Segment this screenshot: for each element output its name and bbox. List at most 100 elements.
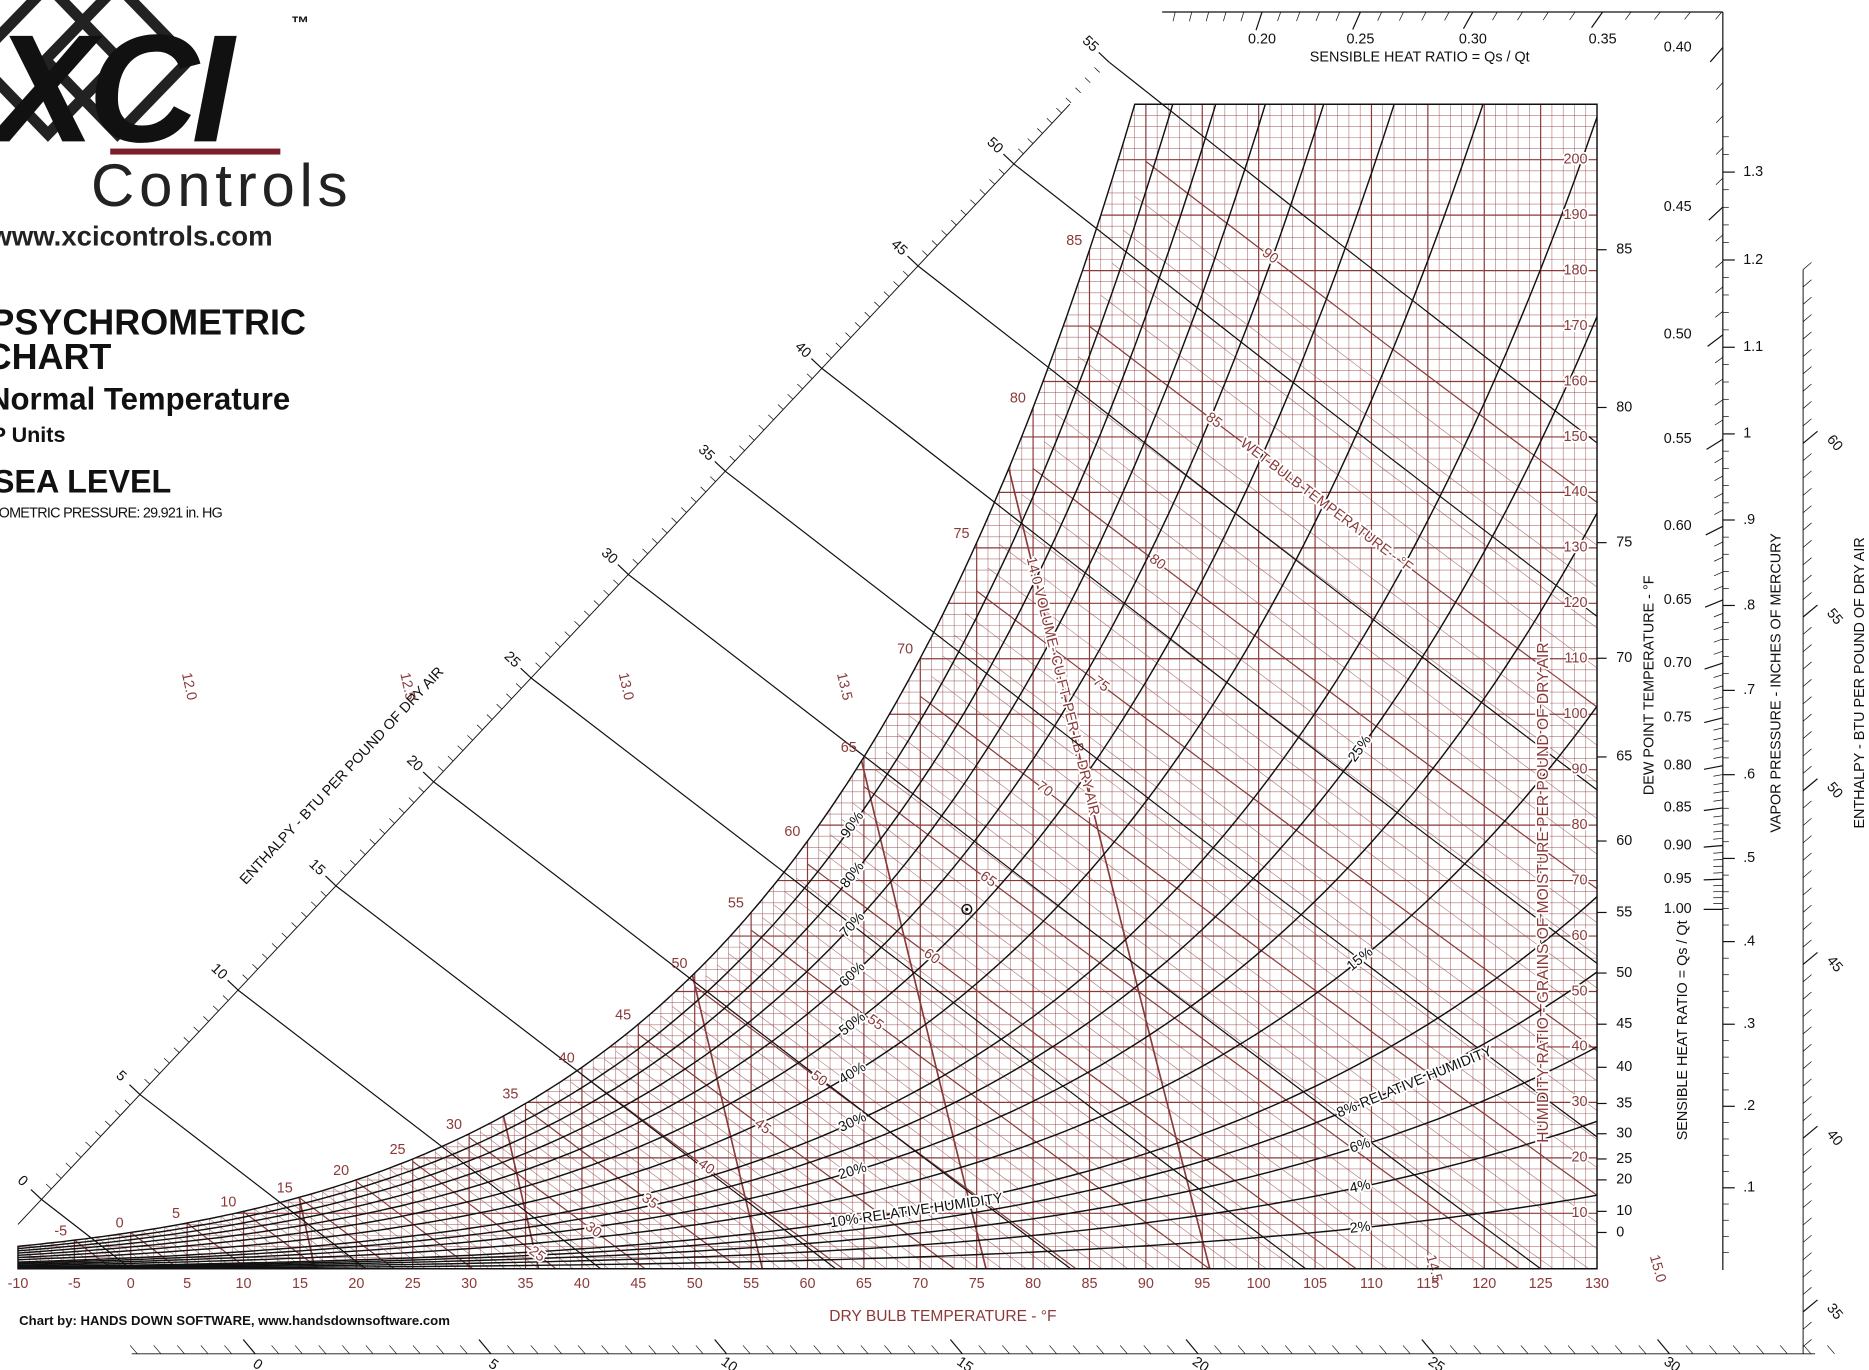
shr-minor-tick bbox=[1714, 492, 1724, 499]
humidity-ratio-tick-label: 90 bbox=[1571, 761, 1587, 777]
enthalpy-line bbox=[335, 885, 837, 1270]
enthalpy-minor-tick bbox=[681, 507, 687, 513]
humidity-ratio-tick-label: 70 bbox=[1571, 872, 1587, 888]
enthalpy-minor-tick bbox=[1065, 97, 1072, 104]
enthalpy-tick-label: 25 bbox=[501, 649, 524, 672]
enthalpy-minor-tick bbox=[114, 1110, 121, 1116]
rh-curve bbox=[17, 104, 1407, 1259]
enthalpy-bottom-tick bbox=[1421, 1339, 1435, 1355]
x-tick-label: 100 bbox=[1247, 1276, 1271, 1292]
volume-label: 14.0 VOLUME- CU.FT. PER LB. DRY AIR bbox=[1023, 555, 1102, 817]
humidity-ratio-tick-label: 110 bbox=[1565, 651, 1588, 667]
enthalpy-minor-tick bbox=[457, 745, 464, 751]
rh-curve bbox=[17, 116, 1598, 1263]
shr-label: SENSIBLE HEAT RATIO = Qs / Qt bbox=[1310, 49, 1530, 65]
enthalpy-bottom-tick-label: 15 bbox=[954, 1354, 976, 1370]
shr-minor-tick bbox=[1517, 11, 1523, 21]
enthalpy-bottom-minor-tick bbox=[530, 1345, 539, 1355]
shr-minor-tick bbox=[1713, 707, 1723, 711]
shr-tick-label: 0.50 bbox=[1664, 327, 1692, 343]
enthalpy-right-minor-tick bbox=[1802, 818, 1812, 826]
shr-minor-tick bbox=[1713, 756, 1723, 759]
enthalpy-minor-tick bbox=[1056, 107, 1062, 114]
humidity-ratio-label: HUMIDITY RATIO - GRAINS OF MOISTURE PER … bbox=[1535, 642, 1552, 1142]
enthalpy-right-minor-tick bbox=[1802, 939, 1812, 948]
shr-tick bbox=[1703, 807, 1723, 812]
enthalpy-bottom-minor-tick bbox=[1096, 1345, 1105, 1355]
wet-bulb-minor-line bbox=[435, 1152, 594, 1269]
enthalpy-bottom-minor-tick bbox=[459, 1345, 468, 1355]
enthalpy-bottom-minor-tick bbox=[412, 1345, 421, 1355]
enthalpy-minor-tick bbox=[1084, 77, 1091, 83]
enthalpy-tick bbox=[714, 460, 726, 472]
shr-minor-tick bbox=[1713, 571, 1723, 577]
enthalpy-line bbox=[41, 1198, 132, 1270]
humidity-ratio-tick-label: 20 bbox=[1571, 1150, 1587, 1166]
enthalpy-minor-tick bbox=[369, 839, 376, 845]
enthalpy-bottom-minor-tick bbox=[1779, 1345, 1788, 1355]
wet-bulb-saturation-label: 5 bbox=[172, 1206, 180, 1222]
wet-bulb-minor-line bbox=[829, 834, 1429, 1269]
enthalpy-tick bbox=[810, 358, 823, 369]
enthalpy-bottom-minor-tick bbox=[129, 1345, 138, 1355]
wet-bulb-minor-line bbox=[423, 1156, 583, 1269]
logo-bar bbox=[110, 148, 281, 155]
wet-bulb-label: 55 bbox=[864, 1011, 886, 1033]
enthalpy-right-minor-tick bbox=[1802, 1339, 1812, 1347]
elevation: SEA LEVEL bbox=[0, 463, 171, 499]
x-axis-label: DRY BULB TEMPERATURE - °F bbox=[829, 1308, 1056, 1325]
enthalpy-bottom-minor-tick bbox=[436, 1345, 445, 1355]
shr-tick bbox=[1703, 878, 1723, 881]
shr-tick-label: 0.45 bbox=[1664, 199, 1692, 215]
enthalpy-bottom-tick bbox=[714, 1339, 728, 1355]
shr-tick-label: 0.30 bbox=[1459, 31, 1487, 47]
shr-minor-tick bbox=[1444, 11, 1450, 21]
wet-bulb-line bbox=[976, 590, 1598, 1060]
enthalpy-tick bbox=[422, 771, 435, 783]
enthalpy-line bbox=[1108, 61, 1598, 444]
enthalpy-bottom-minor-tick bbox=[672, 1345, 680, 1355]
wet-bulb-minor-line bbox=[942, 655, 1598, 1148]
shr-minor-tick bbox=[1714, 475, 1724, 481]
shr-reference-dot bbox=[965, 907, 969, 911]
x-tick-label: 0 bbox=[127, 1276, 135, 1292]
enthalpy-right-tick-label: 35 bbox=[1823, 1300, 1846, 1323]
enthalpy-right-minor-tick bbox=[1802, 262, 1812, 270]
enthalpy-bottom-minor-tick bbox=[813, 1345, 822, 1355]
wet-bulb-saturation-label: 0 bbox=[116, 1216, 124, 1232]
enthalpy-line bbox=[139, 1094, 367, 1270]
enthalpy-right-minor-tick bbox=[1802, 1148, 1812, 1156]
shr-minor-tick bbox=[1713, 556, 1723, 562]
enthalpy-minor-tick bbox=[476, 724, 483, 731]
enthalpy-bottom-tick bbox=[242, 1339, 256, 1355]
shr-minor-tick bbox=[1492, 11, 1498, 21]
enthalpy-line bbox=[917, 265, 1598, 791]
shr-tick bbox=[1704, 599, 1724, 608]
rh-label: 80% bbox=[837, 859, 868, 892]
enthalpy-bottom-minor-tick bbox=[318, 1345, 327, 1355]
enthalpy-right-tick bbox=[1802, 1299, 1818, 1313]
shr-minor-tick bbox=[1713, 685, 1723, 689]
enthalpy-right-tick-label: 40 bbox=[1823, 1127, 1846, 1150]
shr-minor-tick bbox=[1189, 11, 1193, 22]
wet-bulb-saturation-label: 45 bbox=[615, 1007, 631, 1023]
shr-label: SENSIBLE HEAT RATIO = Qs / Qt bbox=[1675, 920, 1691, 1140]
wet-bulb-minor-line bbox=[378, 1173, 515, 1269]
wet-bulb-minor-line bbox=[1055, 413, 1598, 828]
shr-tick bbox=[1255, 11, 1263, 31]
vapor-pressure-tick-label: .3 bbox=[1743, 1016, 1755, 1032]
wet-bulb-minor-line bbox=[1010, 519, 1598, 965]
enthalpy-minor-tick bbox=[661, 527, 668, 534]
enthalpy-minor-tick bbox=[613, 579, 619, 586]
humidity-ratio-tick-label: 60 bbox=[1571, 928, 1587, 944]
enthalpy-bottom-minor-tick bbox=[978, 1345, 987, 1355]
wet-bulb-minor-line bbox=[931, 676, 1598, 1177]
enthalpy-right-minor-tick bbox=[1802, 1234, 1812, 1243]
enthalpy-bottom-minor-tick bbox=[342, 1345, 350, 1355]
enthalpy-right-minor-tick bbox=[1802, 418, 1812, 427]
wet-bulb-minor-line bbox=[908, 715, 1598, 1231]
enthalpy-bottom-minor-tick bbox=[1002, 1345, 1010, 1355]
wet-bulb-saturation-label: 80 bbox=[1010, 391, 1026, 407]
enthalpy-minor-tick bbox=[777, 404, 784, 410]
dew-point-tick-label: 45 bbox=[1616, 1016, 1632, 1032]
